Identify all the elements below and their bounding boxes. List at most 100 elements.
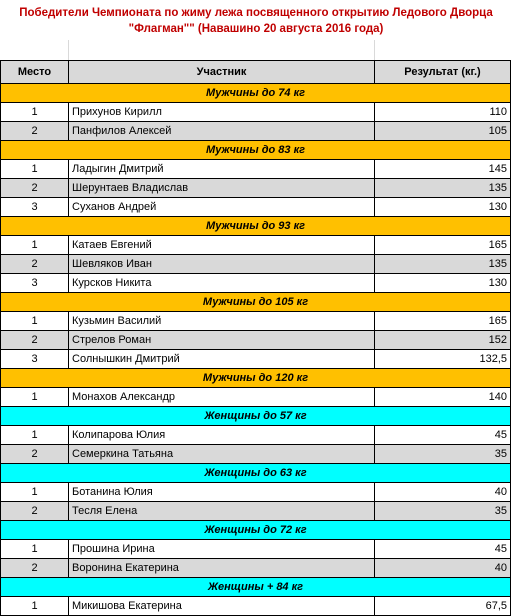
place-cell[interactable]: 1	[0, 235, 69, 255]
category-label[interactable]: Мужчины до 74 кг	[0, 83, 511, 103]
place-cell[interactable]: 2	[0, 501, 69, 521]
results-table: Место Участник Результат (кг.) Мужчины д…	[0, 60, 511, 616]
place-cell[interactable]: 1	[0, 311, 69, 331]
table-row: 1 Кузьмин Василий 165	[0, 311, 511, 331]
result-cell[interactable]: 35	[374, 501, 511, 521]
table-row: 2 Шерунтаев Владислав 135	[0, 178, 511, 198]
category-label[interactable]: Мужчины до 120 кг	[0, 368, 511, 388]
header-place[interactable]: Место	[0, 60, 69, 84]
table-row: 2 Шевляков Иван 135	[0, 254, 511, 274]
table-row: 2 Панфилов Алексей 105	[0, 121, 511, 141]
participant-cell[interactable]: Шевляков Иван	[68, 254, 375, 274]
participant-cell[interactable]: Семеркина Татьяна	[68, 444, 375, 464]
place-cell[interactable]: 2	[0, 444, 69, 464]
result-cell[interactable]: 140	[374, 387, 511, 407]
category-row: Женщины + 84 кг	[0, 577, 511, 597]
category-label[interactable]: Женщины до 57 кг	[0, 406, 511, 426]
participant-cell[interactable]: Монахов Александр	[68, 387, 375, 407]
category-row: Мужчины до 74 кг	[0, 83, 511, 103]
place-cell[interactable]: 2	[0, 178, 69, 198]
table-row: 3 Суханов Андрей 130	[0, 197, 511, 217]
result-cell[interactable]: 67,5	[374, 596, 511, 616]
result-cell[interactable]: 45	[374, 539, 511, 559]
result-cell[interactable]: 165	[374, 311, 511, 331]
participant-cell[interactable]: Курсков Никита	[68, 273, 375, 293]
table-row: 1 Монахов Александр 140	[0, 387, 511, 407]
category-label[interactable]: Мужчины до 93 кг	[0, 216, 511, 236]
result-cell[interactable]: 165	[374, 235, 511, 255]
category-label[interactable]: Мужчины до 105 кг	[0, 292, 511, 312]
table-row: 3 Солнышкин Дмитрий 132,5	[0, 349, 511, 369]
table-row: 1 Катаев Евгений 165	[0, 235, 511, 255]
category-label[interactable]: Женщины до 63 кг	[0, 463, 511, 483]
participant-cell[interactable]: Стрелов Роман	[68, 330, 375, 350]
result-cell[interactable]: 35	[374, 444, 511, 464]
result-cell[interactable]: 45	[374, 425, 511, 445]
title-line-2: "Флагман"" (Навашино 20 августа 2016 год…	[128, 23, 384, 35]
table-row: 1 Прошина Ирина 45	[0, 539, 511, 559]
participant-cell[interactable]: Колипарова Юлия	[68, 425, 375, 445]
place-cell[interactable]: 1	[0, 539, 69, 559]
result-cell[interactable]: 130	[374, 197, 511, 217]
grid-line	[374, 40, 375, 60]
header-result[interactable]: Результат (кг.)	[374, 60, 511, 84]
place-cell[interactable]: 1	[0, 596, 69, 616]
category-row: Мужчины до 105 кг	[0, 292, 511, 312]
participant-cell[interactable]: Тесля Елена	[68, 501, 375, 521]
results-body: Мужчины до 74 кг 1 Прихунов Кирилл 110 2 Панф…	[0, 83, 511, 616]
category-label[interactable]: Мужчины до 83 кг	[0, 140, 511, 160]
table-row: 2 Семеркина Татьяна 35	[0, 444, 511, 464]
place-cell[interactable]: 2	[0, 254, 69, 274]
category-row: Мужчины до 93 кг	[0, 216, 511, 236]
participant-cell[interactable]: Суханов Андрей	[68, 197, 375, 217]
result-cell[interactable]: 152	[374, 330, 511, 350]
result-cell[interactable]: 40	[374, 482, 511, 502]
place-cell[interactable]: 1	[0, 387, 69, 407]
place-cell[interactable]: 3	[0, 197, 69, 217]
category-label[interactable]: Женщины до 72 кг	[0, 520, 511, 540]
table-row: 1 Микишова Екатерина 67,5	[0, 596, 511, 616]
result-cell[interactable]: 132,5	[374, 349, 511, 369]
place-cell[interactable]: 1	[0, 482, 69, 502]
place-cell[interactable]: 1	[0, 102, 69, 122]
participant-cell[interactable]: Панфилов Алексей	[68, 121, 375, 141]
table-row: 2 Стрелов Роман 152	[0, 330, 511, 350]
participant-cell[interactable]: Шерунтаев Владислав	[68, 178, 375, 198]
category-row: Женщины до 57 кг	[0, 406, 511, 426]
result-cell[interactable]: 40	[374, 558, 511, 578]
result-cell[interactable]: 130	[374, 273, 511, 293]
title-line-1: Победители Чемпионата по жиму лежа посвя…	[19, 7, 493, 19]
participant-cell[interactable]: Ботанина Юлия	[68, 482, 375, 502]
category-row: Женщины до 63 кг	[0, 463, 511, 483]
result-cell[interactable]: 105	[374, 121, 511, 141]
header-participant[interactable]: Участник	[68, 60, 375, 84]
participant-cell[interactable]: Микишова Екатерина	[68, 596, 375, 616]
place-cell[interactable]: 1	[0, 159, 69, 179]
place-cell[interactable]: 3	[0, 349, 69, 369]
participant-cell[interactable]: Катаев Евгений	[68, 235, 375, 255]
table-row: 1 Колипарова Юлия 45	[0, 425, 511, 445]
participant-cell[interactable]: Кузьмин Василий	[68, 311, 375, 331]
sheet-title: Победители Чемпионата по жиму лежа посвя…	[0, 0, 512, 40]
result-cell[interactable]: 145	[374, 159, 511, 179]
result-cell[interactable]: 135	[374, 254, 511, 274]
table-row: 3 Курсков Никита 130	[0, 273, 511, 293]
participant-cell[interactable]: Прошина Ирина	[68, 539, 375, 559]
participant-cell[interactable]: Воронина Екатерина	[68, 558, 375, 578]
participant-cell[interactable]: Солнышкин Дмитрий	[68, 349, 375, 369]
place-cell[interactable]: 2	[0, 330, 69, 350]
header-row: Место Участник Результат (кг.)	[0, 60, 511, 84]
category-row: Мужчины до 83 кг	[0, 140, 511, 160]
participant-cell[interactable]: Прихунов Кирилл	[68, 102, 375, 122]
category-row: Мужчины до 120 кг	[0, 368, 511, 388]
place-cell[interactable]: 1	[0, 425, 69, 445]
place-cell[interactable]: 2	[0, 558, 69, 578]
table-row: 1 Ладыгин Дмитрий 145	[0, 159, 511, 179]
result-cell[interactable]: 110	[374, 102, 511, 122]
participant-cell[interactable]: Ладыгин Дмитрий	[68, 159, 375, 179]
result-cell[interactable]: 135	[374, 178, 511, 198]
place-cell[interactable]: 2	[0, 121, 69, 141]
category-label[interactable]: Женщины + 84 кг	[0, 577, 511, 597]
place-cell[interactable]: 3	[0, 273, 69, 293]
